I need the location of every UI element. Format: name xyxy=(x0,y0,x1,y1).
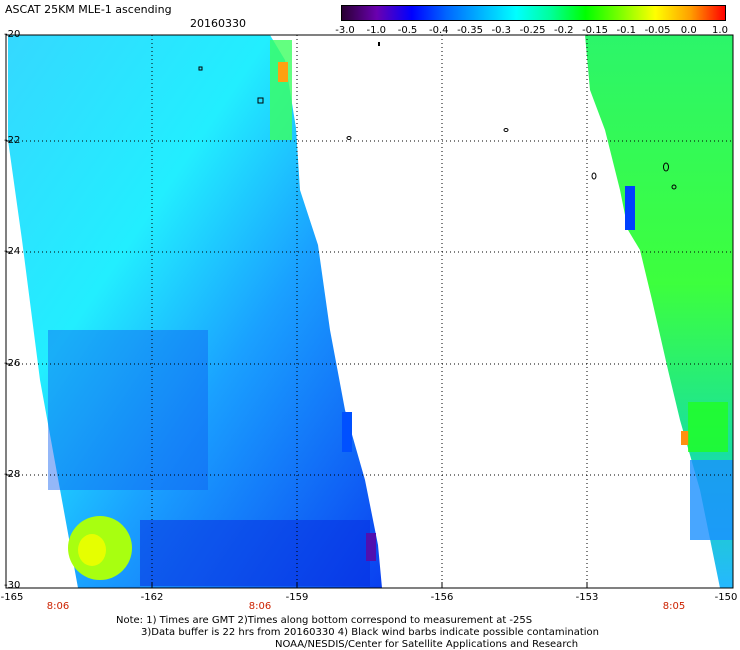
map-frame xyxy=(5,34,734,589)
swath-left-yellow-core xyxy=(78,534,106,566)
swath-left xyxy=(8,35,382,588)
colorbar-label: -0.5 xyxy=(397,25,418,36)
swath-left-edge-purple xyxy=(366,533,376,561)
colorbar-label: -0.4 xyxy=(428,25,449,36)
footnote-1: Note: 1) Times are GMT 2)Times along bot… xyxy=(116,615,533,626)
lat-label: -20 xyxy=(4,29,21,40)
lat-label: -26 xyxy=(4,358,21,369)
colorbar-label: -0.3 xyxy=(491,25,512,36)
swath-right-orange-cell xyxy=(681,431,689,445)
colorbar-label: -1.0 xyxy=(366,25,387,36)
colorbar-label: 1.0 xyxy=(712,25,728,36)
lon-label: -159 xyxy=(285,592,309,603)
time-label: 8:06 xyxy=(248,601,272,612)
island-outlines xyxy=(198,66,677,190)
lat-label: -28 xyxy=(4,469,21,480)
colorbar-label: -0.15 xyxy=(582,25,608,36)
swath-left-dark-region xyxy=(48,330,208,490)
footnote-2: 3)Data buffer is 22 hrs from 20160330 4)… xyxy=(141,627,599,638)
colorbar-label: -0.2 xyxy=(553,25,574,36)
colorbar-label: -3.0 xyxy=(335,25,355,36)
lat-label: -30 xyxy=(4,580,21,591)
lon-label: -150 xyxy=(714,592,738,603)
swath-right-blue-cell xyxy=(625,186,635,230)
time-label: 8:05 xyxy=(662,601,686,612)
lon-label: -156 xyxy=(430,592,454,603)
map-date: 20160330 xyxy=(190,17,246,30)
lat-label: -22 xyxy=(4,135,21,146)
swath-left-orange-cell xyxy=(278,62,288,82)
swath-left-green-edge xyxy=(270,40,292,140)
swath-left-edge-blue xyxy=(342,412,352,452)
colorbar xyxy=(341,5,726,21)
swath-right-blue-lower xyxy=(690,460,733,540)
lon-label: -165 xyxy=(0,592,24,603)
colorbar-label: -0.05 xyxy=(644,25,671,36)
lon-label: -162 xyxy=(140,592,164,603)
colorbar-label: -0.1 xyxy=(616,25,637,36)
lon-grid xyxy=(151,35,588,588)
colorbar-label: 0.0 xyxy=(680,25,697,36)
map-title: ASCAT 25KM MLE-1 ascending xyxy=(5,3,172,16)
swath-right-green-blob xyxy=(688,402,728,452)
time-label: 8:06 xyxy=(46,601,70,612)
swath-left-deep-region xyxy=(140,520,370,586)
tick-marks xyxy=(5,34,734,589)
top-marker xyxy=(378,42,380,46)
lat-label: -24 xyxy=(4,246,21,257)
colorbar-label: -0.35 xyxy=(457,25,483,36)
colorbar-labels: -3.0 -1.0 -0.5 -0.4 -0.35 -0.3 -0.25 -0.… xyxy=(335,25,728,37)
colorbar-label: -0.25 xyxy=(519,25,546,36)
footer-credit: NOAA/NESDIS/Center for Satellite Applica… xyxy=(275,639,579,650)
lon-label: -153 xyxy=(575,592,599,603)
